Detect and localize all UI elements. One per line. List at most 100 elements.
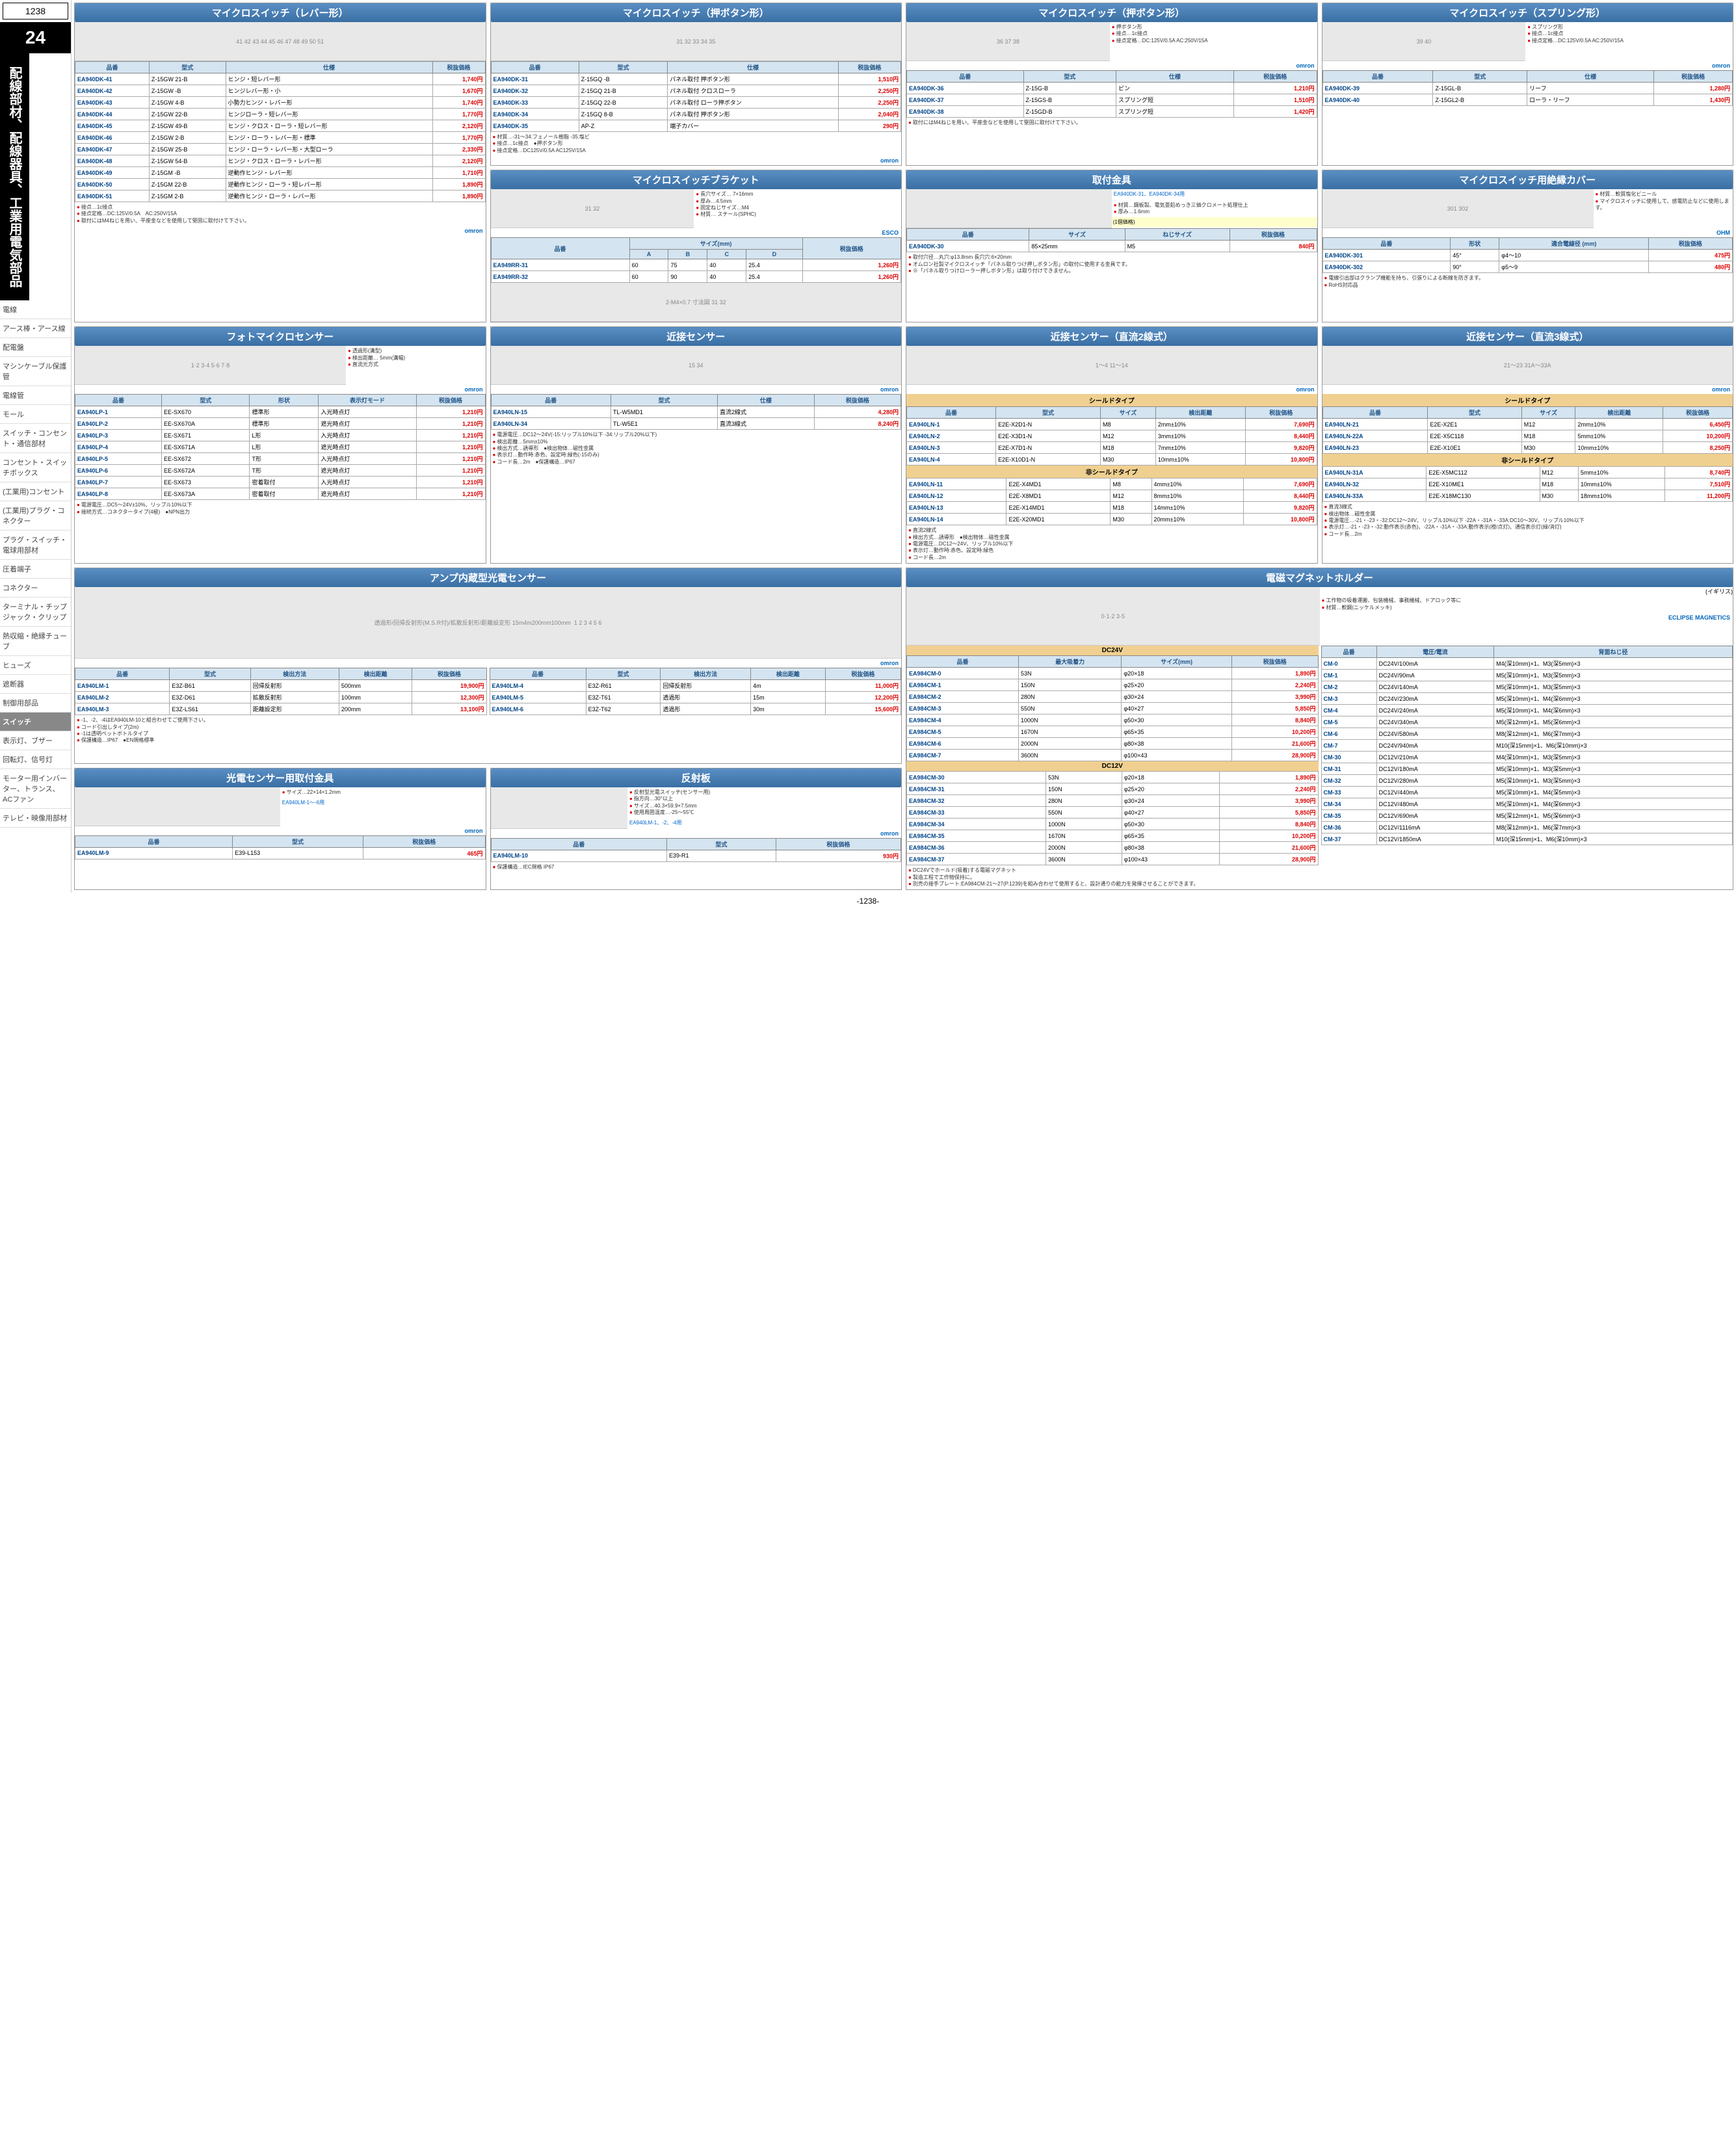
brand-label: omron bbox=[75, 826, 486, 835]
table-row: EA940LN-11E2E-X4MD1M84mm±10%7,690 bbox=[907, 479, 1317, 490]
sidebar-item[interactable]: 配電盤 bbox=[0, 338, 71, 357]
product-table: 品番型式税抜価格EA940LM-9E39-L153465 bbox=[75, 835, 486, 859]
table-row: EA940LM-10E39-R1930 bbox=[491, 850, 901, 861]
notes: 電源電圧…DC12～24V(-15:リップル10%以下 -34:リップル20%以… bbox=[491, 430, 902, 467]
product-image: 15 34 bbox=[491, 346, 902, 385]
product-table: 品番型式サイズ検出距離税抜価格EA940LN-1E2E-X2D1-NM82mm±… bbox=[906, 406, 1317, 465]
table-row: EA940LN-3E2E-X7D1-NM187mm±10%9,820 bbox=[907, 442, 1317, 454]
sidebar-item[interactable]: 表示灯、ブザー bbox=[0, 731, 71, 750]
table-row: EA940DK-38Z-15GD-Bスプリング短1,420 bbox=[907, 106, 1317, 118]
notes: 直流2線式検出方式…誘導形 ●検出物体…磁性金属電源電圧…DC12～24V、リッ… bbox=[906, 525, 1317, 563]
panel-title: 電磁マグネットホルダー bbox=[906, 568, 1733, 587]
table-row: EA984CM-51670Nφ65×3510,200 bbox=[907, 726, 1319, 738]
brand-label: omron bbox=[491, 385, 902, 394]
table-row: EA940LN-21E2E-X2E1M122mm±10%6,450 bbox=[1322, 419, 1733, 430]
product-image: 1·2 3·4 5·6 7·8 bbox=[75, 346, 346, 385]
subheading: 非シールドタイプ bbox=[1322, 454, 1733, 466]
product-image bbox=[491, 787, 628, 829]
table-row: CM-33DC12V/440mAM5(深10mm)×1、M4(深5mm)×3 bbox=[1321, 787, 1733, 798]
table-row: EA940LP-7EE-SX673密着取付入光時点灯1,210 bbox=[75, 477, 486, 488]
table-row: EA940LN-15TL-W5MD1直流2線式4,280 bbox=[491, 406, 901, 418]
table-row: EA940DK-37Z-15GS-Bスプリング短1,510 bbox=[907, 94, 1317, 106]
panel-reflector: 反射板 反射型光電スイッチ(センサー用)指方向…30°以上サイズ…40.3×59… bbox=[490, 768, 902, 890]
sidebar-item[interactable]: 制御用部品 bbox=[0, 694, 71, 713]
sidebar-item[interactable]: モール bbox=[0, 405, 71, 424]
notes: 取付にはM4ねじを用い、平座金などを使用して堅固に取付けて下さい。 bbox=[906, 118, 1317, 128]
table-row: EA984CM-1150Nφ25×202,240 bbox=[907, 679, 1319, 691]
table-row: EA984CM-3550Nφ40×275,850 bbox=[907, 703, 1319, 714]
table-row: EA984CM-41000Nφ50×308,840 bbox=[907, 714, 1319, 726]
table-row: EA949RR-3260904025.41,260 bbox=[491, 271, 901, 283]
product-table: 品番型式仕様税抜価格EA940DK-31Z-15GQ -Bパネル取付 押ボタン形… bbox=[491, 61, 902, 132]
table-row: EA940LN-2E2E-X3D1-NM123mm±10%8,440 bbox=[907, 430, 1317, 442]
sidebar-item[interactable]: 圧着端子 bbox=[0, 560, 71, 579]
table-row: EA984CM-341000Nφ50×308,840 bbox=[907, 819, 1319, 830]
sidebar-item[interactable]: 遮断器 bbox=[0, 675, 71, 694]
product-table: 品番型式仕様税抜価格EA940LN-15TL-W5MD1直流2線式4,280EA… bbox=[491, 394, 902, 430]
bullets: サイズ…22×14×1.2mm bbox=[280, 787, 486, 798]
page-number-top: 1238 bbox=[3, 3, 68, 20]
product-table: 品番サイズ(mm)税抜価格 ABCD EA949RR-3160754025.41… bbox=[491, 237, 902, 283]
brand-label: omron bbox=[491, 156, 902, 165]
product-image: 31 32 bbox=[491, 189, 694, 228]
panel-title: 近接センサー bbox=[491, 327, 902, 346]
sidebar-item[interactable]: 電線 bbox=[0, 300, 71, 319]
panel-photo-mount: 光電センサー用取付金具 サイズ…22×14×1.2mm EA940LM-1～-6… bbox=[74, 768, 486, 890]
table-row: EA940LP-5EE-SX672T形入光時点灯1,210 bbox=[75, 453, 486, 465]
table-row: EA940DK-3085×25mmM5840 bbox=[907, 241, 1317, 252]
table-row: EA940DK-47Z-15GW 25-Bヒンジ・ローラ・レバー形・大型ローラ2… bbox=[75, 144, 486, 155]
table-row: CM-34DC12V/480mAM5(深10mm)×1、M4(深6mm)×3 bbox=[1321, 798, 1733, 810]
table-row: EA940LN-1E2E-X2D1-NM82mm±10%7,690 bbox=[907, 419, 1317, 430]
table-row: EA940DK-46Z-15GW 2-Bヒンジ・ローラ・レバー形・標準1,770 bbox=[75, 132, 486, 144]
notes: 電線引出部はクランプ機能を持ち、引張りによる断線を防ぎます。RoHS対応品 bbox=[1322, 273, 1733, 291]
sidebar-item[interactable]: マシンケーブル保護管 bbox=[0, 357, 71, 386]
product-table: EA984CM-3053Nφ20×181,890EA984CM-31150Nφ2… bbox=[906, 771, 1319, 865]
sidebar-item[interactable]: モーター用インバーター、トランス、ACファン bbox=[0, 769, 71, 809]
sidebar-item[interactable]: 電線管 bbox=[0, 386, 71, 405]
panel-title: 近接センサー（直流2線式） bbox=[906, 327, 1317, 346]
sidebar-item[interactable]: ターミナル・チップジャック・クリップ bbox=[0, 597, 71, 627]
sidebar-item[interactable]: プラグ・スイッチ・電球用部材 bbox=[0, 531, 71, 560]
panel-title: アンプ内蔵型光電センサー bbox=[75, 568, 901, 587]
table-row: CM-37DC12V/1850mAM10(深15mm)×1、M6(深10mm)×… bbox=[1321, 833, 1733, 845]
table-row: EA940LN-23E2E-X10E1M3010mm±10%8,250 bbox=[1322, 442, 1733, 454]
sidebar-item[interactable]: (工業用)コンセント bbox=[0, 482, 71, 501]
sidebar-item[interactable]: テレビ・映像用部材 bbox=[0, 809, 71, 828]
table-row: CM-0DC24V/100mAM4(深10mm)×1、M3(深5mm)×3 bbox=[1321, 658, 1733, 670]
table-row: EA940LN-33AE2E-X18MC130M3018mm±10%11,200 bbox=[1322, 490, 1733, 502]
table-row: CM-35DC12V/690mAM5(深12mm)×1、M5(深6mm)×3 bbox=[1321, 810, 1733, 822]
sidebar: 1238 24 配線部材、配線器具、工業用電気部品 電線アース棒・アース線配電盤… bbox=[0, 0, 72, 893]
table-row: EA940DK-32Z-15GQ 21-Bパネル取付 クロスローラ2,250 bbox=[491, 85, 901, 97]
sidebar-item[interactable]: コネクター bbox=[0, 579, 71, 597]
price-badge: (1個価格) bbox=[1112, 217, 1317, 227]
product-image bbox=[75, 787, 280, 826]
table-row: EA940LM-1E3Z-B61回帰反射形500mm19,900 bbox=[75, 680, 487, 692]
sidebar-item[interactable]: コンセント・スイッチボックス bbox=[0, 453, 71, 482]
sidebar-item[interactable]: スイッチ・コンセント・通信部材 bbox=[0, 424, 71, 453]
sidebar-item[interactable]: 回転灯、信号灯 bbox=[0, 750, 71, 769]
table-row: CM-1DC24V/90mAM5(深10mm)×1、M3(深5mm)×3 bbox=[1321, 670, 1733, 681]
panel-title: マイクロスイッチ（レバー形） bbox=[75, 3, 486, 22]
table-row: EA984CM-373600Nφ100×4328,900 bbox=[907, 854, 1319, 865]
product-table: 品番形状適合電線径 (mm)税抜価格EA940DK-30145°φ4～10475… bbox=[1322, 237, 1733, 273]
brand-label: omron bbox=[906, 385, 1317, 394]
sidebar-item[interactable]: アース棒・アース線 bbox=[0, 319, 71, 338]
product-image: 31 32 33 34 35 bbox=[491, 22, 902, 61]
sidebar-item[interactable]: 熱収縮・絶縁チューブ bbox=[0, 627, 71, 656]
table-row: CM-7DC24V/940mAM10(深15mm)×1、M6(深10mm)×3 bbox=[1321, 740, 1733, 752]
panel-magnet: 電磁マグネットホルダー 0·1·2 3·5 (イギリス) 工作物の吸着運搬、包装… bbox=[906, 568, 1733, 890]
product-table: 品番型式検出方法検出距離税抜価格EA940LM-4E3Z-R61回帰反射形4m1… bbox=[490, 668, 902, 715]
panel-ms-spring: マイクロスイッチ（スプリング形） 39 40 スプリング形接点…1c接点接点定格… bbox=[1322, 3, 1734, 166]
sidebar-item[interactable]: (工業用)プラグ・コネクター bbox=[0, 501, 71, 531]
subheading: DC24V bbox=[906, 646, 1319, 655]
table-row: EA940DK-50Z-15GM 22-B逆動作ヒンジ・ローラ・短レバー形1,8… bbox=[75, 179, 486, 190]
brand-label: ECLIPSE MAGNETICS bbox=[1320, 613, 1733, 622]
sidebar-item[interactable]: スイッチ bbox=[0, 713, 71, 731]
subheading: シールドタイプ bbox=[1322, 394, 1733, 406]
notes: DC24Vでホールド(吸着)する電磁マグネット製造工程で工作物保持に。別売の接手… bbox=[906, 865, 1733, 889]
panel-photo-ms: フォトマイクロセンサー 1·2 3·4 5·6 7·8 透過形(溝型)検出距離…… bbox=[74, 326, 486, 564]
table-row: EA940LN-22AE2E-X5C118M185mm±10%10,200 bbox=[1322, 430, 1733, 442]
table-row: EA940LN-32E2E-X10ME1M1810mm±10%7,510 bbox=[1322, 479, 1733, 490]
sidebar-item[interactable]: ヒューズ bbox=[0, 656, 71, 675]
table-row: EA940LP-8EE-SX673A密着取付遮光時点灯1,210 bbox=[75, 488, 486, 500]
